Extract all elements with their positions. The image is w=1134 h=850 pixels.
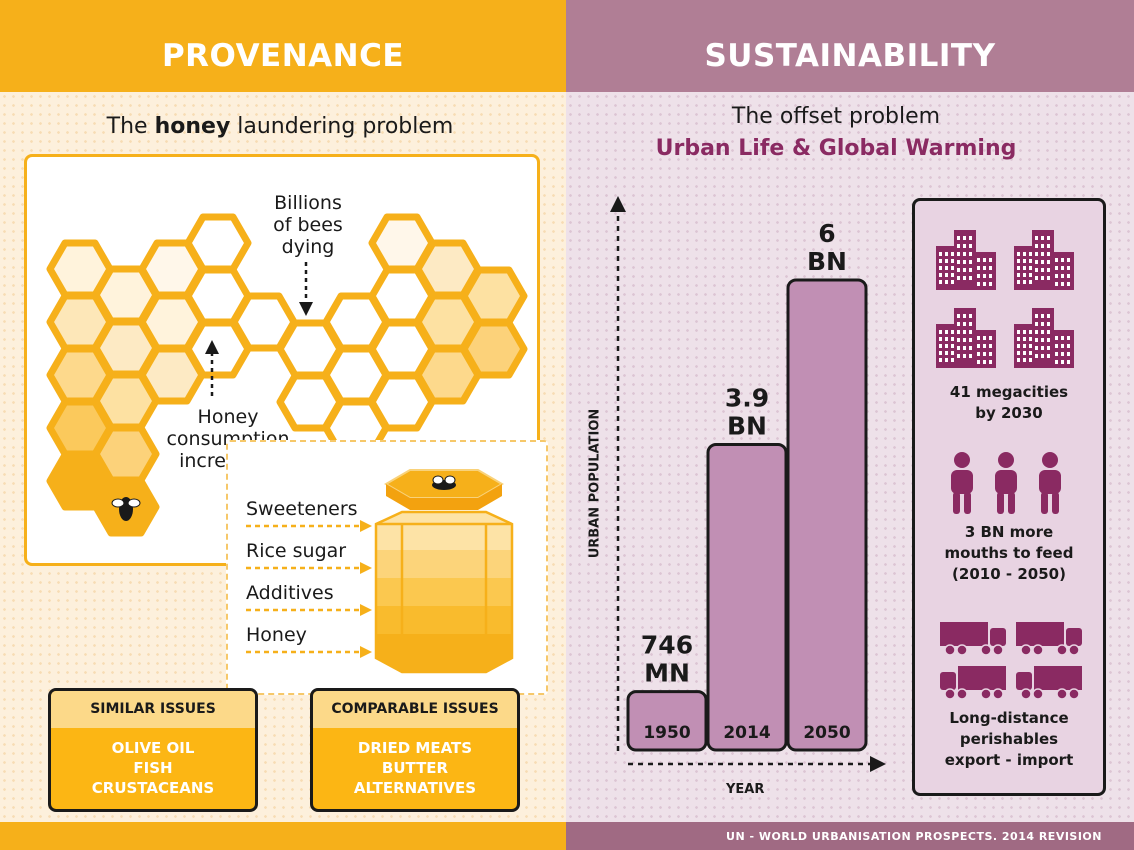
similar-issues-title: SIMILAR ISSUES	[51, 691, 255, 728]
sustainability-footer: UN - WORLD URBANISATION PROSPECTS. 2014 …	[566, 822, 1134, 850]
comparable-issues-title: COMPARABLE ISSUES	[313, 691, 517, 728]
y-axis-label: URBAN POPULATION	[587, 408, 603, 559]
ingredient-arrows	[246, 520, 372, 658]
x-axis-label: YEAR	[726, 782, 765, 797]
person-icon	[951, 452, 973, 514]
truck-icon	[1016, 666, 1082, 700]
honeycomb-cell	[92, 424, 160, 484]
provenance-title: PROVENANCE	[161, 38, 405, 74]
similar-issues-box: SIMILAR ISSUES OLIVE OIL FISH CRUSTACEAN…	[48, 688, 258, 812]
bar-year-label: 2014	[723, 723, 770, 743]
ingredient-sweeteners: Sweeteners	[246, 498, 358, 520]
honeycomb-cell	[460, 266, 528, 326]
bar-2014	[706, 443, 788, 752]
building-icon	[936, 308, 996, 368]
similar-item: CRUSTACEANS	[91, 779, 215, 797]
ingredient-rice-sugar: Rice sugar	[246, 540, 347, 562]
honeycomb-cell	[460, 319, 528, 379]
provenance-footer	[0, 822, 566, 850]
provenance-header-bar: PROVENANCE	[0, 0, 566, 92]
bar-year-label: 2050	[803, 723, 850, 743]
trucks-icon	[940, 622, 1082, 700]
mouths-to-feed-text: 3 BN more mouths to feed (2010 - 2050)	[944, 523, 1074, 583]
bar-value-label: 6	[818, 219, 835, 248]
down-arrow-icon	[299, 262, 313, 316]
ingredient-honey: Honey	[246, 624, 307, 646]
sustainability-title: SUSTAINABILITY	[704, 38, 996, 74]
building-icon	[1014, 230, 1074, 290]
megacities-text: 41 megacities by 2030	[949, 383, 1069, 422]
comparable-issues-box: COMPARABLE ISSUES DRIED MEATS BUTTER ALT…	[310, 688, 520, 812]
honeycomb-cell	[184, 213, 252, 273]
comparable-item: ALTERNATIVES	[353, 779, 477, 797]
sustainability-header-bar: SUSTAINABILITY	[566, 0, 1134, 92]
bar-unit-label: MN	[644, 659, 690, 688]
bar-year-label: 1950	[643, 723, 690, 743]
x-axis-arrow-icon	[870, 756, 886, 772]
truck-icon	[940, 666, 1006, 700]
bar-1950	[626, 690, 708, 752]
buildings-icon	[936, 230, 1074, 368]
honey-subtitle: The honey laundering problem	[106, 114, 454, 139]
bees-dying-annotation: Billions of bees dying	[273, 192, 343, 258]
similar-item: OLIVE OIL	[111, 739, 195, 757]
y-axis-arrow-icon	[610, 196, 626, 212]
building-icon	[936, 230, 996, 290]
comparable-item: BUTTER	[381, 759, 449, 777]
bar-value-label: 746	[641, 631, 693, 660]
comparable-item: DRIED MEATS	[357, 739, 473, 757]
honeycomb-illustration	[46, 213, 528, 537]
bar-2050	[786, 278, 868, 752]
person-icon	[1039, 452, 1061, 514]
offset-subtitle: The offset problem	[731, 104, 941, 129]
up-arrow-icon	[205, 340, 219, 400]
bar-value-label: 3.9	[725, 384, 769, 413]
honey-jar-icon	[374, 469, 514, 674]
bar-unit-label: BN	[727, 412, 767, 441]
truck-icon	[1016, 622, 1082, 656]
similar-item: FISH	[133, 759, 173, 777]
building-icon	[1014, 308, 1074, 368]
bar-unit-label: BN	[807, 247, 847, 276]
ingredient-additives: Additives	[246, 582, 334, 604]
truck-icon	[940, 622, 1006, 656]
perishables-text: Long-distance perishables export - impor…	[944, 709, 1074, 769]
person-icon	[995, 452, 1017, 514]
urban-life-subtitle: Urban Life & Global Warming	[655, 136, 1017, 161]
source-citation: UN - WORLD URBANISATION PROSPECTS. 2014 …	[726, 830, 1102, 843]
people-icon	[951, 452, 1061, 514]
